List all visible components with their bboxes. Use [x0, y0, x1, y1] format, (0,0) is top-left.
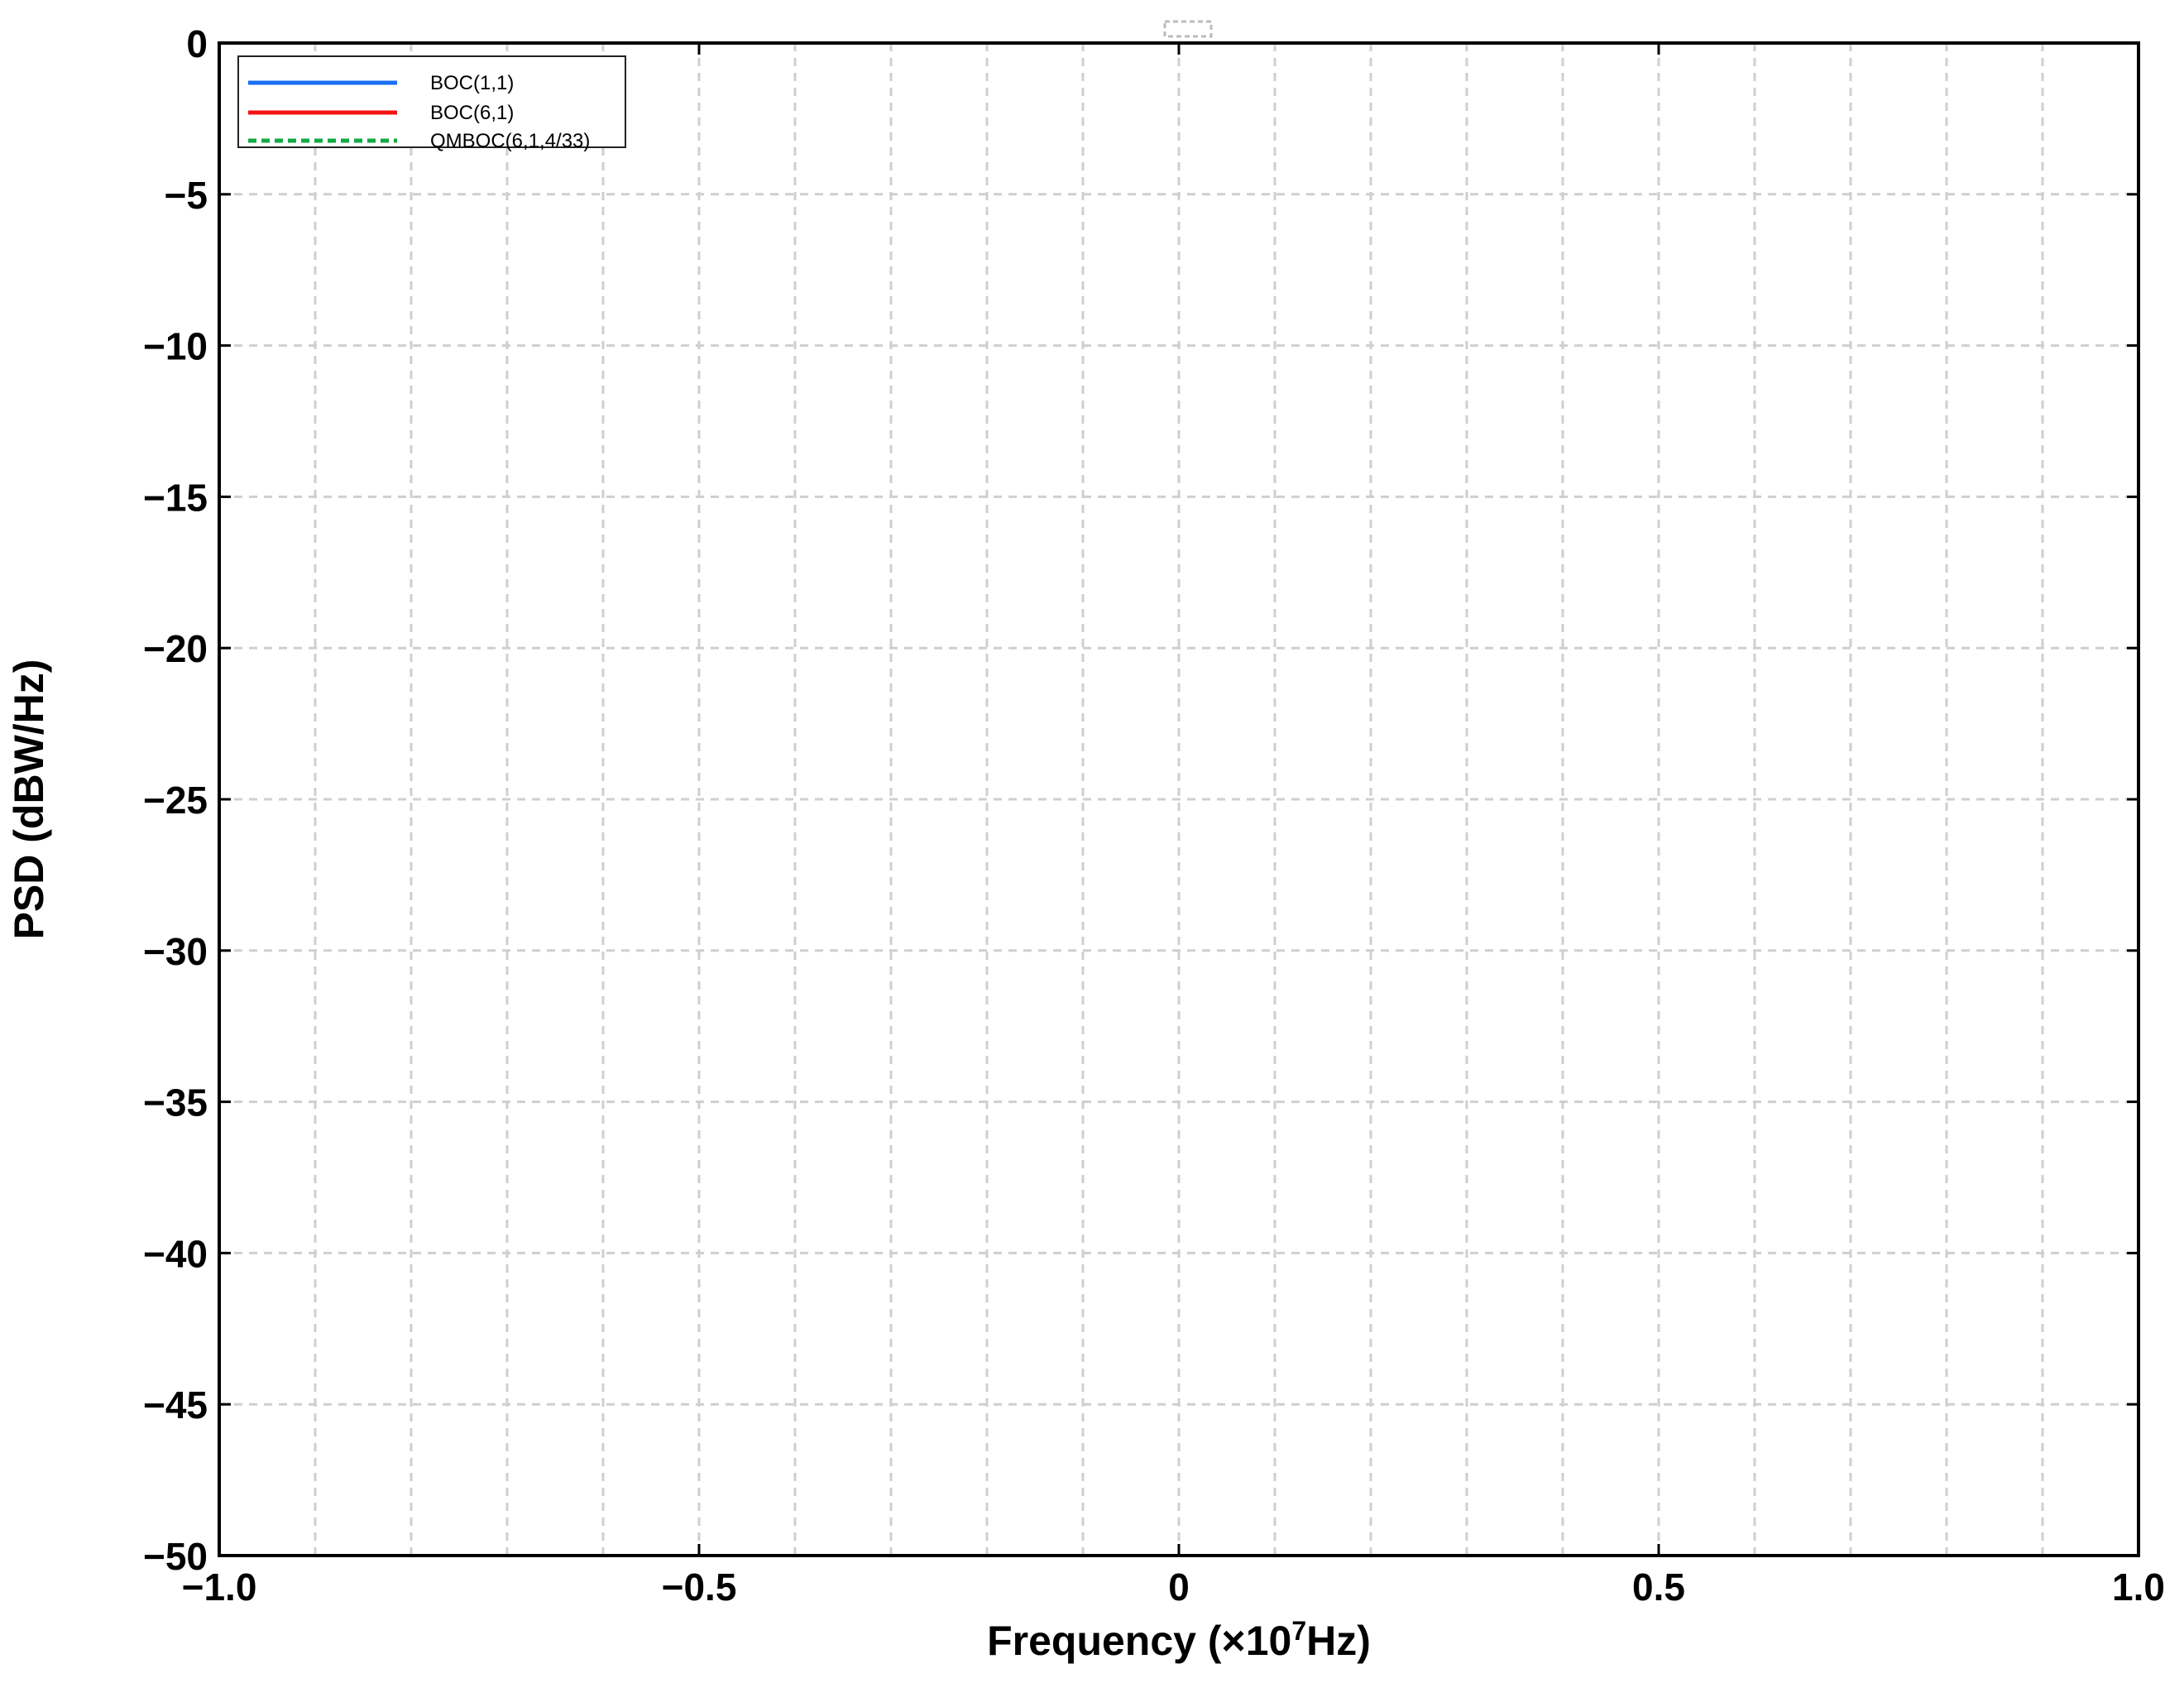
legend-label-boc61: BOC(6,1)	[430, 102, 514, 124]
y-tick-label: −15	[143, 476, 208, 519]
y-tick-label: −20	[143, 627, 208, 670]
y-tick-label: −30	[143, 930, 208, 973]
y-tick-label: −25	[143, 779, 208, 822]
y-tick-label: −35	[143, 1081, 208, 1124]
axis-ticks	[218, 41, 2140, 1557]
x-axis-title-main: Frequency (×10	[987, 1618, 1291, 1664]
x-axis-title: Frequency (×107Hz)	[987, 1616, 1371, 1664]
y-tick-label: −50	[143, 1535, 208, 1578]
x-axis-title-unit: Hz)	[1306, 1618, 1371, 1664]
axis-tick-labels: −1.0 −0.5 0 0.5 1.0 0 −5 −10 −15 −20 −25 −30 −35 −40 −…	[143, 22, 2165, 1609]
y-tick-label: −45	[143, 1383, 208, 1426]
y-tick-label: −40	[143, 1232, 208, 1275]
y-tick-label: −5	[165, 174, 208, 217]
grid-lines	[219, 43, 2138, 1556]
y-axis-title: PSD (dBW/Hz)	[6, 659, 52, 940]
y-tick-label: −10	[143, 325, 208, 368]
legend-label-qmboc: QMBOC(6,1,4/33)	[430, 130, 590, 152]
top-marker	[1163, 20, 1213, 38]
legend-label-boc11: BOC(1,1)	[430, 72, 514, 94]
legend: BOC(1,1) BOC(6,1) QMBOC(6,1,4/33)	[237, 55, 626, 152]
x-axis-title-exponent: 7	[1291, 1616, 1306, 1646]
x-tick-label: −1.0	[182, 1566, 257, 1609]
y-tick-label: 0	[186, 22, 208, 65]
x-tick-label: 1.0	[2112, 1566, 2165, 1609]
x-tick-label: −0.5	[662, 1566, 737, 1609]
legend-box	[237, 55, 626, 148]
x-tick-label: 0	[1168, 1566, 1190, 1609]
x-tick-label: 0.5	[1632, 1566, 1685, 1609]
